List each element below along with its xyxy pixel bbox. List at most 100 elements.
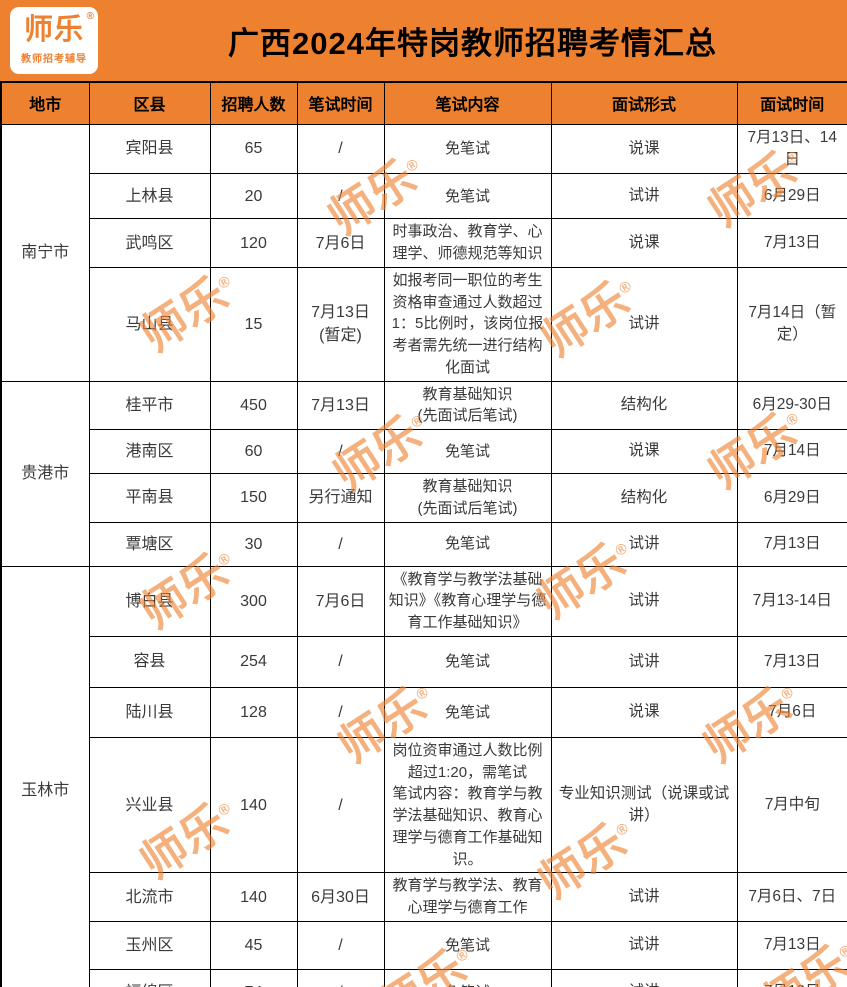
interview-time-cell: 6月29-30日	[736, 380, 847, 431]
col-header-interview-form: 面试形式	[550, 81, 738, 125]
written-content-cell: 教育学与教学法、教育心理学与德育工作	[383, 872, 552, 922]
written-time-cell: /	[296, 686, 385, 738]
interview-form-cell: 说课	[550, 686, 738, 738]
written-time-cell: /	[296, 920, 385, 970]
interview-form-cell: 试讲	[550, 565, 738, 637]
written-content-cell: 免笔试	[383, 920, 552, 970]
interview-form-cell: 试讲	[550, 920, 738, 970]
written-content-cell: 如报考同一职位的考生资格审查通过人数超过1：5比例时，该岗位报考者需先统一进行结…	[383, 266, 552, 382]
written-content-cell: 免笔试	[383, 968, 552, 987]
interview-time-cell: 7月13日	[736, 920, 847, 970]
interview-form-cell: 试讲	[550, 266, 738, 382]
written-content-cell: 免笔试	[383, 521, 552, 567]
table-row: 玉州区 45 / 免笔试 试讲 7月13日	[1, 920, 847, 970]
county-cell: 福绵区	[88, 968, 211, 987]
interview-form-cell: 专业知识测试（说课或试讲）	[550, 736, 738, 874]
count-cell: 128	[209, 686, 298, 738]
brand-logo-subtitle: 教师招考辅导	[21, 54, 87, 65]
county-cell: 覃塘区	[88, 521, 211, 567]
written-content-cell: 教育基础知识 (先面试后笔试)	[383, 473, 552, 523]
table-row: 覃塘区 30 / 免笔试 试讲 7月13日	[1, 521, 847, 567]
interview-time-cell: 7月13日	[736, 521, 847, 567]
interview-time-cell: 6月29日	[736, 173, 847, 220]
county-cell: 桂平市	[88, 380, 211, 431]
count-cell: 450	[209, 380, 298, 431]
count-cell: 30	[209, 521, 298, 567]
county-cell: 上林县	[88, 173, 211, 220]
city-cell: 玉林市	[0, 565, 90, 987]
written-content-cell: 免笔试	[383, 173, 552, 220]
registered-mark-icon: ®	[86, 11, 95, 22]
table-row: 容县 254 / 免笔试 试讲 7月13日	[1, 635, 847, 688]
written-content-cell: 免笔试	[383, 635, 552, 688]
county-cell: 港南区	[88, 429, 211, 475]
table-row: 陆川县 128 / 免笔试 说课 7月6日	[1, 686, 847, 738]
written-time-cell: 7月6日	[296, 565, 385, 637]
county-cell: 北流市	[88, 872, 211, 922]
table-row: 兴业县 140 / 岗位资审通过人数比例超过1:20，需笔试 笔试内容：教育学与…	[1, 736, 847, 874]
count-cell: 300	[209, 565, 298, 637]
written-time-cell: /	[296, 173, 385, 220]
count-cell: 45	[209, 920, 298, 970]
county-cell: 容县	[88, 635, 211, 688]
written-content-cell: 岗位资审通过人数比例超过1:20，需笔试 笔试内容：教育学与教学法基础知识、教育…	[383, 736, 552, 874]
interview-form-cell: 说课	[550, 123, 738, 175]
interview-form-cell: 试讲	[550, 872, 738, 922]
interview-time-cell: 7月13日、14日	[736, 123, 847, 175]
col-header-written-time: 笔试时间	[296, 81, 385, 125]
written-time-cell: /	[296, 736, 385, 874]
table-row: 上林县 20 / 免笔试 试讲 6月29日	[1, 173, 847, 220]
count-cell: 60	[209, 429, 298, 475]
city-cell: 贵港市	[0, 380, 90, 567]
table-row: 武鸣区 120 7月6日 时事政治、教育学、心理学、师德规范等知识 说课 7月1…	[1, 218, 847, 268]
count-cell: 140	[209, 872, 298, 922]
table-row: 福绵区 74 / 免笔试 试讲 7月13日	[1, 968, 847, 987]
written-time-cell: 6月30日	[296, 872, 385, 922]
count-cell: 120	[209, 218, 298, 268]
col-header-city: 地市	[0, 81, 90, 125]
table-row: 贵港市 桂平市 450 7月13日 教育基础知识 (先面试后笔试) 结构化 6月…	[0, 380, 847, 567]
county-cell: 博白县	[88, 565, 211, 637]
col-header-interview-time: 面试时间	[736, 81, 847, 125]
table-row: 港南区 60 / 免笔试 说课 7月14日	[1, 429, 847, 475]
county-cell: 武鸣区	[88, 218, 211, 268]
county-cell: 平南县	[88, 473, 211, 523]
written-time-cell: /	[296, 429, 385, 475]
interview-time-cell: 7月13-14日	[736, 565, 847, 637]
county-cell: 陆川县	[88, 686, 211, 738]
written-time-cell: 另行通知	[296, 473, 385, 523]
city-cell: 南宁市	[0, 123, 90, 382]
written-content-cell: 免笔试	[383, 123, 552, 175]
col-header-written-content: 笔试内容	[383, 81, 552, 125]
written-content-cell: 时事政治、教育学、心理学、师德规范等知识	[383, 218, 552, 268]
written-content-cell: 免笔试	[383, 429, 552, 475]
table-row: 南宁市 宾阳县 65 / 免笔试 说课 7月13日、14日	[0, 123, 847, 382]
interview-form-cell: 结构化	[550, 473, 738, 523]
interview-time-cell: 7月14日	[736, 429, 847, 475]
written-time-cell: 7月6日	[296, 218, 385, 268]
table-row: 平南县 150 另行通知 教育基础知识 (先面试后笔试) 结构化 6月29日	[1, 473, 847, 523]
written-time-cell: 7月13日 (暂定)	[296, 266, 385, 382]
interview-time-cell: 6月29日	[736, 473, 847, 523]
written-content-cell: 教育基础知识 (先面试后笔试)	[383, 380, 552, 431]
written-content-cell: 免笔试	[383, 686, 552, 738]
count-cell: 150	[209, 473, 298, 523]
written-time-cell: /	[296, 968, 385, 987]
written-time-cell: /	[296, 123, 385, 175]
interview-form-cell: 试讲	[550, 635, 738, 688]
interview-form-cell: 说课	[550, 429, 738, 475]
written-time-cell: /	[296, 521, 385, 567]
table-row: 马山县 15 7月13日 (暂定) 如报考同一职位的考生资格审查通过人数超过1：…	[1, 266, 847, 382]
interview-form-cell: 试讲	[550, 521, 738, 567]
interview-time-cell: 7月6日	[736, 686, 847, 738]
interview-form-cell: 试讲	[550, 968, 738, 987]
interview-time-cell: 7月13日	[736, 635, 847, 688]
interview-time-cell: 7月14日（暂定）	[736, 266, 847, 382]
header-banner: 师乐 ® 教师招考辅导 广西2024年特岗教师招聘考情汇总	[0, 0, 847, 81]
written-time-cell: 7月13日	[296, 380, 385, 431]
exam-info-table: 地市 区县 招聘人数 笔试时间 笔试内容 面试形式 面试时间 南宁市 宾阳县 6…	[0, 81, 847, 987]
table-row: 北流市 140 6月30日 教育学与教学法、教育心理学与德育工作 试讲 7月6日…	[1, 872, 847, 922]
interview-time-cell: 7月中旬	[736, 736, 847, 874]
count-cell: 254	[209, 635, 298, 688]
